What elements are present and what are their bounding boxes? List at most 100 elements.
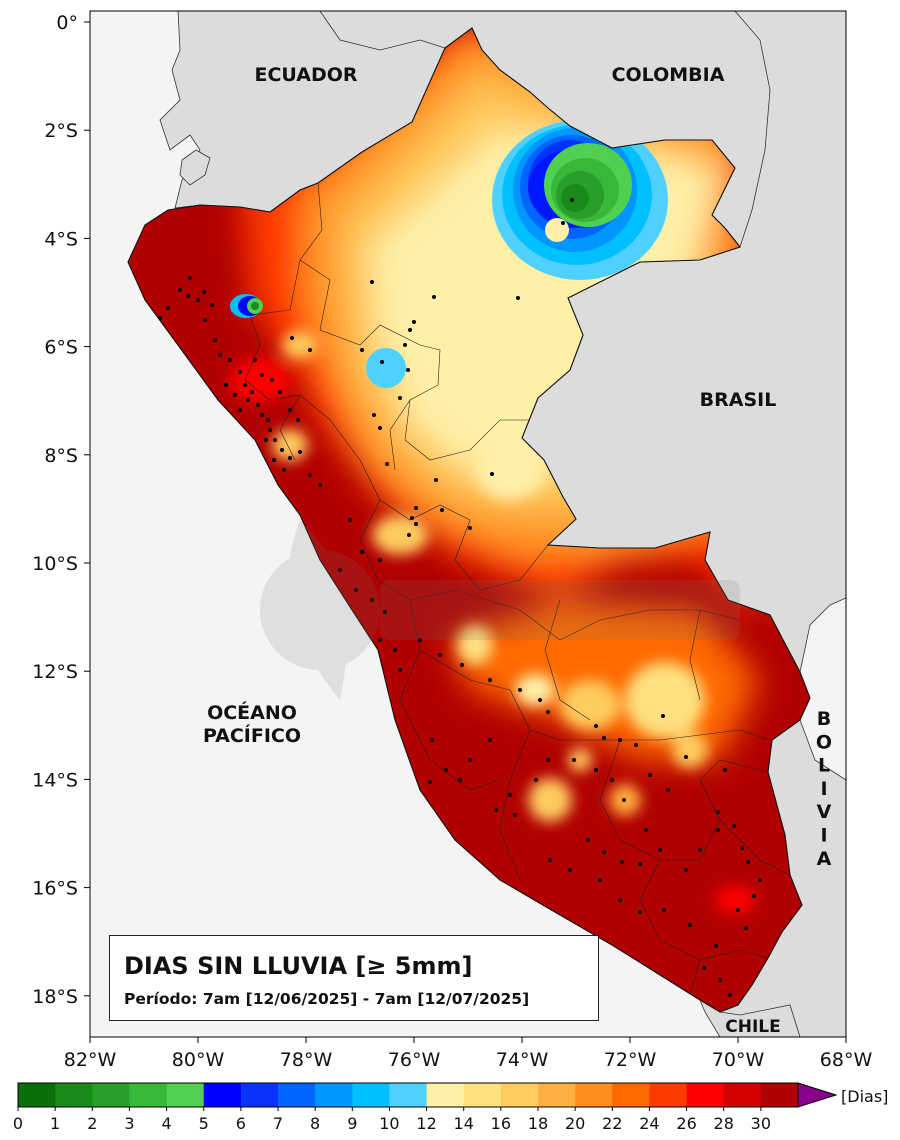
colorbar-swatch [55, 1083, 93, 1107]
colorbar-label: 16 [491, 1114, 511, 1133]
label-colombia: COLOMBIA [612, 64, 725, 86]
label-chile: CHILE [725, 1017, 780, 1037]
colorbar-swatch [389, 1083, 428, 1107]
patch-south-3 [515, 674, 555, 706]
colorbar-swatch [240, 1083, 279, 1107]
map-frame [89, 10, 847, 1038]
latitude-axis: 0° 2°S 4°S 6°S 8°S 10°S 12°S 14°S 16°S 18°S [32, 12, 90, 1008]
colorbar-label: 3 [124, 1114, 134, 1133]
colorbar-swatch [463, 1083, 502, 1107]
lon-tick-label: 74°W [496, 1049, 549, 1071]
colorbar: 0 1 2 3 4 5 6 7 8 9 10 12 14 16 18 20 22 24 26 28 30[Dias] [13, 1082, 888, 1133]
lat-tick-label: 10°S [32, 553, 78, 575]
colorbar-swatch [686, 1083, 725, 1107]
label-ocean-line1: OCÉANO [207, 701, 297, 724]
label-ocean-line2: PACÍFICO [203, 724, 301, 747]
colorbar-swatch [426, 1083, 465, 1107]
colorbar-label: 2 [87, 1114, 97, 1133]
label-ecuador: ECUADOR [254, 64, 357, 86]
colorbar-label: 22 [602, 1114, 622, 1133]
bolivia-letter: B [817, 708, 831, 730]
lon-tick-label: 78°W [280, 1049, 333, 1071]
colorbar-label: 10 [379, 1114, 399, 1133]
patch-north-3 [372, 515, 428, 555]
lon-tick-label: 76°W [388, 1049, 441, 1071]
patch-north-2 [282, 331, 318, 359]
label-brasil: BRASIL [700, 389, 777, 411]
colorbar-swatch [203, 1083, 242, 1107]
lat-tick-label: 0° [56, 12, 78, 34]
patch-south-4 [457, 625, 493, 665]
patch-south-1 [625, 662, 705, 738]
lat-tick-label: 12°S [32, 661, 78, 683]
colorbar-label: 24 [639, 1114, 659, 1133]
wet-cell-amazonas [366, 348, 406, 388]
colorbar-swatch [18, 1083, 56, 1107]
colorbar-swatch [612, 1083, 650, 1107]
legend-period: Período: 7am [12/06/2025] - 7am [12/07/2… [124, 990, 530, 1008]
lon-tick-label: 82°W [64, 1049, 117, 1071]
colorbar-label: 12 [416, 1114, 436, 1133]
peru-outline [127, 27, 811, 1013]
bolivia-letter: L [818, 755, 830, 777]
colorbar-label: 0 [13, 1114, 23, 1133]
longitude-axis: 82°W 80°W 78°W 76°W 74°W 72°W 70°W 68°W [64, 1037, 873, 1071]
bolivia-letter: I [820, 778, 827, 800]
lon-tick-label: 72°W [604, 1049, 657, 1071]
colorbar-label: 1 [50, 1114, 60, 1133]
colorbar-swatch [166, 1083, 205, 1107]
senamhi-watermark [260, 520, 740, 700]
colorbar-label: 7 [273, 1114, 283, 1133]
colorbar-label: 6 [236, 1114, 246, 1133]
colorbar-swatch [575, 1083, 613, 1107]
patch-south-2 [560, 680, 620, 730]
patch-south-8 [568, 748, 592, 772]
colorbar-swatch [129, 1083, 168, 1107]
lat-tick-label: 4°S [44, 228, 78, 250]
colorbar-label: 14 [454, 1114, 474, 1133]
colorbar-label: 26 [676, 1114, 696, 1133]
colorbar-label: 20 [565, 1114, 585, 1133]
lat-tick-label: 16°S [32, 878, 78, 900]
lat-tick-label: 14°S [32, 769, 78, 791]
colorbar-swatch [760, 1083, 799, 1107]
colorbar-swatch [352, 1083, 390, 1107]
lat-tick-label: 6°S [44, 337, 78, 359]
colorbar-swatch [649, 1083, 688, 1107]
colorbar-unit: [Dias] [841, 1087, 888, 1106]
colorbar-swatch [92, 1083, 130, 1107]
wet-cell-northwest [230, 294, 263, 318]
bolivia-letter: I [820, 825, 827, 847]
patch-south-9 [715, 886, 755, 914]
gulf-island [179, 149, 211, 186]
bolivia-letter: A [817, 848, 832, 870]
lat-tick-label: 18°S [32, 986, 78, 1008]
patch-south-5 [528, 778, 572, 822]
border-bolivia-chile [719, 1004, 801, 1037]
border-colombia-brasil [734, 11, 771, 248]
colorbar-label: 18 [528, 1114, 548, 1133]
colorbar-label: 30 [751, 1114, 771, 1133]
legend-title: DIAS SIN LLUVIA [≥ 5mm] [124, 952, 473, 980]
colorbar-swatch [723, 1083, 762, 1107]
department-boundaries [244, 182, 791, 996]
lon-tick-label: 68°W [820, 1049, 873, 1071]
patch-north-5 [476, 440, 544, 500]
colorbar-swatch [278, 1083, 316, 1107]
colorbar-label: 5 [199, 1114, 209, 1133]
legend-box: DIAS SIN LLUVIA [≥ 5mm] Período: 7am [12… [109, 935, 599, 1021]
lat-tick-label: 2°S [44, 120, 78, 142]
bolivia-letter: V [817, 801, 832, 823]
bolivia-letter: O [816, 731, 832, 753]
lat-tick-label: 8°S [44, 445, 78, 467]
patch-north-4 [230, 358, 290, 402]
lon-tick-label: 80°W [172, 1049, 225, 1071]
colorbar-swatch [315, 1083, 353, 1107]
colorbar-label: 4 [161, 1114, 171, 1133]
colorbar-label: 28 [714, 1114, 734, 1133]
patch-south-6 [672, 732, 708, 768]
border-ecuador-colombia [319, 11, 446, 51]
colorbar-label: 8 [310, 1114, 320, 1133]
